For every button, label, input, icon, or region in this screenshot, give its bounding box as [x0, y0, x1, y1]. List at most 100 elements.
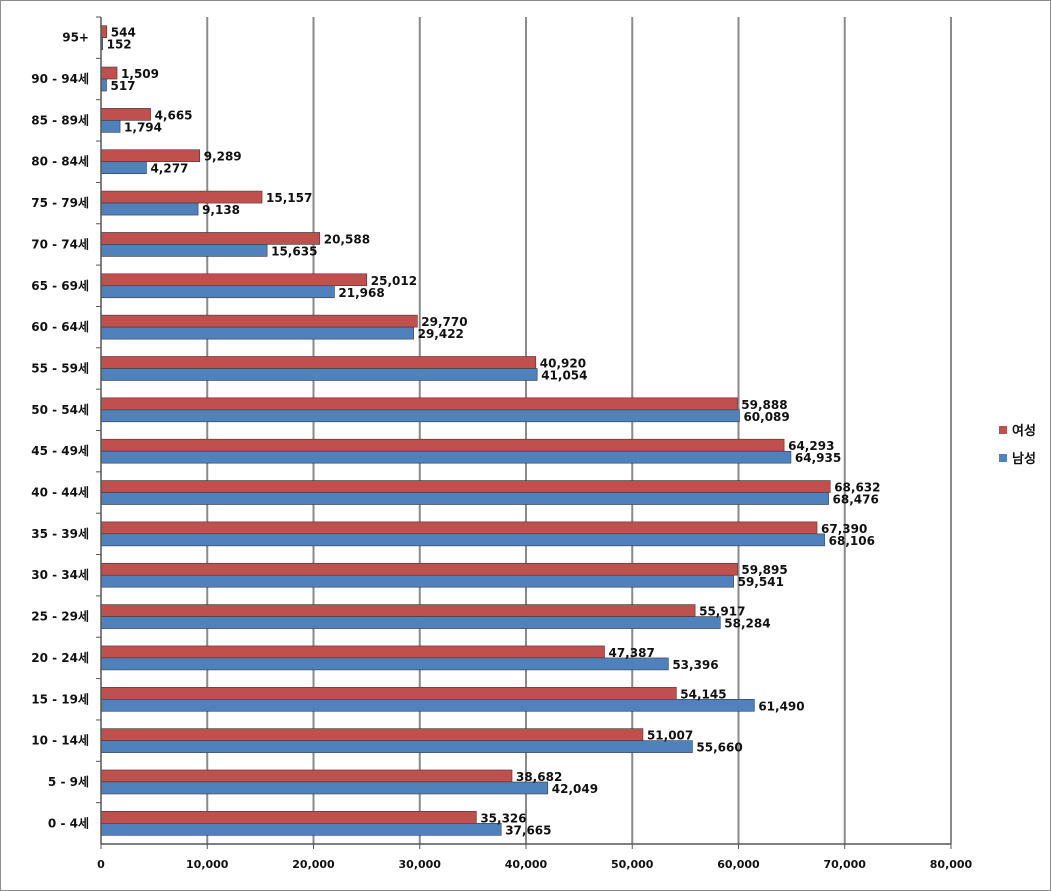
legend-label-male: 남성	[1012, 451, 1036, 467]
bar-female	[100, 604, 696, 617]
bar-male	[100, 492, 829, 505]
gridlines	[206, 17, 952, 844]
bar-female	[100, 645, 605, 659]
bar-female	[100, 25, 108, 38]
category-label: 40 - 44세	[31, 485, 89, 500]
data-label-male: 15,635	[271, 244, 317, 258]
bar-female	[100, 149, 200, 163]
bar-female	[100, 190, 263, 204]
data-label-male: 152	[107, 38, 132, 52]
bar-female	[100, 728, 644, 741]
bar-male	[100, 244, 268, 257]
data-label-female: 59,888	[741, 398, 787, 412]
category-label: 90 - 94세	[31, 71, 89, 86]
data-label-female: 68,632	[834, 481, 880, 495]
category-label: 25 - 29세	[31, 609, 89, 624]
bar-male	[100, 657, 669, 671]
data-label-male: 61,490	[758, 699, 804, 713]
x-tick-label: 30,000	[399, 858, 442, 871]
category-label: 35 - 39세	[31, 526, 89, 541]
data-label-female: 59,895	[741, 563, 787, 577]
category-label: 70 - 74세	[31, 236, 89, 251]
data-label-male: 41,054	[541, 368, 587, 382]
x-tick-label: 0	[97, 858, 105, 871]
bar-male	[100, 450, 792, 464]
bar-male	[100, 326, 414, 340]
bar-female	[100, 232, 321, 245]
data-label-female: 29,770	[421, 315, 467, 329]
data-label-female: 47,387	[608, 646, 654, 660]
data-label-female: 67,390	[821, 522, 867, 536]
bar-female	[100, 769, 513, 783]
data-label-female: 40,920	[540, 356, 586, 370]
legend-swatch-male	[999, 454, 1007, 462]
category-label: 60 - 64세	[31, 319, 89, 334]
category-label: 80 - 84세	[31, 154, 89, 169]
data-label-male: 37,665	[505, 823, 551, 837]
x-tick-label: 60,000	[717, 858, 760, 871]
bars	[100, 25, 831, 836]
bar-female	[100, 811, 477, 824]
bar-female	[100, 397, 738, 411]
bar-female	[100, 356, 537, 369]
data-labels: 544 1,509 4,665 9,289 15,157 20,588 25,012 29,7…	[107, 26, 881, 838]
category-label: 75 - 79세	[31, 195, 89, 210]
category-label: 85 - 89세	[31, 112, 89, 127]
data-label-female: 51,007	[647, 729, 693, 743]
bar-male	[100, 202, 199, 216]
axes: 0 10,000 20,000 30,000 40,000 50,000 60,000 70,…	[31, 16, 973, 871]
data-label-male: 55,660	[696, 741, 742, 755]
bar-male	[100, 823, 502, 836]
data-label-male: 60,089	[743, 410, 789, 424]
category-label: 10 - 14세	[31, 733, 89, 748]
data-label-female: 9,289	[204, 150, 242, 164]
legend-swatch-female	[999, 426, 1007, 434]
category-label: 95+	[62, 31, 89, 45]
data-label-female: 64,293	[788, 439, 834, 453]
bar-male	[100, 781, 549, 795]
category-label: 20 - 24세	[31, 650, 89, 665]
bar-male	[100, 368, 538, 381]
bar-female	[100, 686, 677, 700]
x-tick-label: 80,000	[930, 858, 973, 871]
data-label-male: 9,138	[202, 203, 240, 217]
category-label: 65 - 69세	[31, 278, 89, 293]
category-label: 45 - 49세	[31, 443, 89, 458]
data-label-female: 15,157	[266, 191, 312, 205]
data-label-female: 20,588	[324, 232, 370, 246]
bar-female	[100, 108, 151, 121]
data-label-female: 35,326	[480, 811, 526, 825]
data-label-male: 21,968	[338, 286, 384, 300]
data-label-male: 4,277	[150, 162, 188, 176]
data-label-female: 1,509	[121, 67, 159, 81]
bar-female	[100, 521, 818, 535]
data-label-male: 29,422	[418, 327, 464, 341]
bar-female	[100, 273, 368, 287]
category-label: 50 - 54세	[31, 402, 89, 417]
data-label-male: 64,935	[795, 451, 841, 465]
bar-male	[100, 740, 693, 753]
data-label-male: 59,541	[738, 575, 784, 589]
data-label-female: 38,682	[516, 770, 562, 784]
data-label-male: 68,476	[833, 493, 879, 507]
bar-male	[100, 616, 721, 629]
data-label-female: 54,145	[680, 687, 726, 701]
data-label-male: 517	[110, 79, 135, 93]
data-label-female: 25,012	[371, 274, 417, 288]
category-label: 15 - 19세	[31, 691, 89, 706]
data-label-male: 42,049	[552, 782, 598, 796]
x-tick-label: 10,000	[186, 858, 229, 871]
bar-female	[100, 66, 118, 80]
data-label-female: 4,665	[155, 108, 193, 122]
data-label-male: 58,284	[724, 617, 770, 631]
bar-male	[100, 161, 147, 175]
x-tick-label: 70,000	[824, 858, 867, 871]
category-label: 0 - 4세	[48, 815, 89, 830]
bar-female	[100, 438, 785, 452]
bar-male	[100, 409, 740, 423]
bar-male	[100, 285, 335, 299]
bar-male	[100, 78, 107, 92]
